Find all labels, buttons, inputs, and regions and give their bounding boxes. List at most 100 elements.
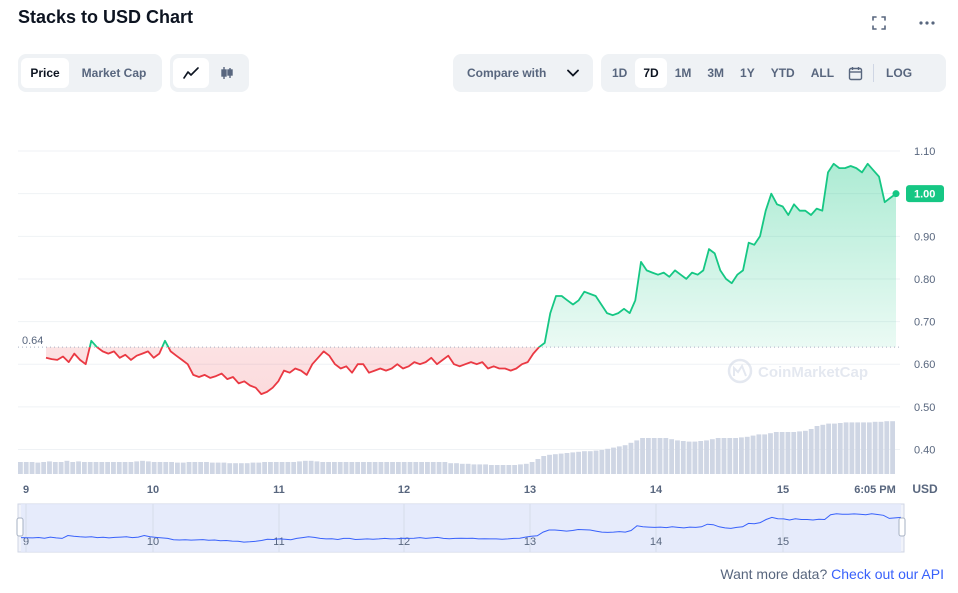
volume-bar [238, 463, 244, 474]
line-chart-icon[interactable] [173, 58, 209, 88]
volume-bar [204, 462, 209, 474]
volume-bar [477, 464, 483, 474]
volume-bar [302, 460, 308, 474]
volume-bar [832, 423, 837, 474]
volume-bar [111, 462, 116, 474]
watermark: CoinMarketCap [727, 358, 868, 384]
tab-price[interactable]: Price [21, 58, 69, 88]
volume-bar [739, 437, 744, 474]
y-tick-label: 1.10 [914, 146, 935, 158]
api-link[interactable]: Check out our API [831, 566, 944, 582]
navigator-left-handle[interactable] [16, 517, 24, 537]
volume-bar [174, 462, 180, 474]
log-toggle[interactable]: LOG [886, 66, 913, 80]
volume-bar [192, 462, 198, 474]
x-tick-label: 12 [398, 484, 410, 496]
volume-bar [785, 432, 791, 474]
volume-bar [349, 462, 355, 474]
volume-bar [279, 462, 285, 474]
volume-bar [750, 435, 756, 474]
area-up [89, 163, 896, 348]
compare-with-dropdown[interactable]: Compare with [453, 54, 593, 92]
volume-bar [675, 440, 680, 474]
fullscreen-icon[interactable] [866, 10, 892, 36]
volume-bar [407, 462, 413, 474]
volume-bar [390, 462, 395, 474]
volume-bar [634, 440, 640, 474]
volume-bar [756, 434, 762, 474]
volume-bar [465, 463, 471, 474]
volume-bar [116, 462, 122, 474]
navigator-selection [21, 504, 901, 552]
y-tick-label: 0.40 [914, 444, 935, 456]
y-tick-label: 0.90 [914, 231, 935, 243]
volume-bar [314, 461, 320, 474]
tab-market-cap[interactable]: Market Cap [81, 66, 147, 80]
volume-bar [814, 426, 820, 474]
current-price-badge: 1.00 [906, 185, 944, 203]
time-range-bar: 1D 7D 1M 3M 1Y YTD ALL LOG [601, 54, 946, 92]
volume-bar [797, 431, 802, 474]
volume-bar [233, 463, 238, 474]
range-1d[interactable]: 1D [612, 66, 628, 80]
candlestick-icon[interactable] [209, 58, 245, 88]
volume-bar [488, 465, 494, 474]
range-ytd[interactable]: YTD [770, 66, 795, 80]
volume-bar [866, 422, 872, 474]
volume-bar [87, 462, 93, 474]
volume-bar [140, 460, 145, 474]
view-toggle: Price Market Cap [18, 54, 162, 92]
volume-bar [820, 424, 826, 474]
volume-bar [547, 454, 552, 474]
range-1y[interactable]: 1Y [740, 66, 755, 80]
volume-bar [576, 451, 582, 474]
volume-bar [186, 462, 192, 474]
volume-bar [692, 441, 698, 474]
range-1m[interactable]: 1M [674, 66, 692, 80]
navigator-right-handle[interactable] [898, 517, 906, 537]
range-7d[interactable]: 7D [635, 58, 667, 88]
range-all[interactable]: ALL [810, 66, 835, 80]
volume-bar [256, 462, 262, 474]
volume-bar [64, 460, 70, 474]
baseline-label: 0.64 [22, 335, 43, 347]
price-chart[interactable]: CoinMarketCap 0.64 1.10 1.00 0.90 0.80 0.70 0… [0, 100, 958, 560]
line-down [45, 347, 541, 395]
volume-bar [715, 438, 721, 474]
volume-bar [308, 460, 314, 474]
y-tick-label: 0.60 [914, 359, 935, 371]
volume-bar [134, 461, 140, 474]
volume-bar [529, 462, 535, 474]
volume-bar [500, 465, 506, 474]
area-down [46, 347, 896, 395]
more-horizontal-icon[interactable] [914, 10, 940, 36]
volume-bar [564, 453, 570, 474]
volume-bar [384, 462, 390, 474]
y-tick-label: 0.50 [914, 402, 935, 414]
volume-bar [663, 438, 669, 474]
volume-bar [436, 462, 442, 474]
volume-bar [215, 462, 221, 474]
watermark-text: CoinMarketCap [758, 364, 868, 381]
x-tick-label: 10 [147, 484, 159, 496]
volume-bar [285, 462, 291, 474]
volume-bar [709, 439, 715, 474]
volume-bar [81, 462, 87, 474]
volume-bar [273, 462, 279, 474]
volume-bar [471, 464, 477, 474]
volume-bar [541, 456, 547, 474]
volume-bar [221, 462, 227, 474]
calendar-icon[interactable] [842, 58, 869, 88]
volume-bar [244, 463, 250, 474]
volume-bar [93, 462, 99, 474]
x-tick-label: 11 [273, 484, 285, 496]
range-3m[interactable]: 3M [707, 66, 725, 80]
volume-bar [326, 462, 331, 474]
volume-bar [209, 462, 215, 474]
volume-bar [733, 438, 739, 474]
volume-bar [459, 463, 465, 474]
y-unit-label: USD [912, 482, 938, 496]
volume-bar [157, 462, 163, 474]
x-tick-label: 14 [650, 484, 663, 496]
